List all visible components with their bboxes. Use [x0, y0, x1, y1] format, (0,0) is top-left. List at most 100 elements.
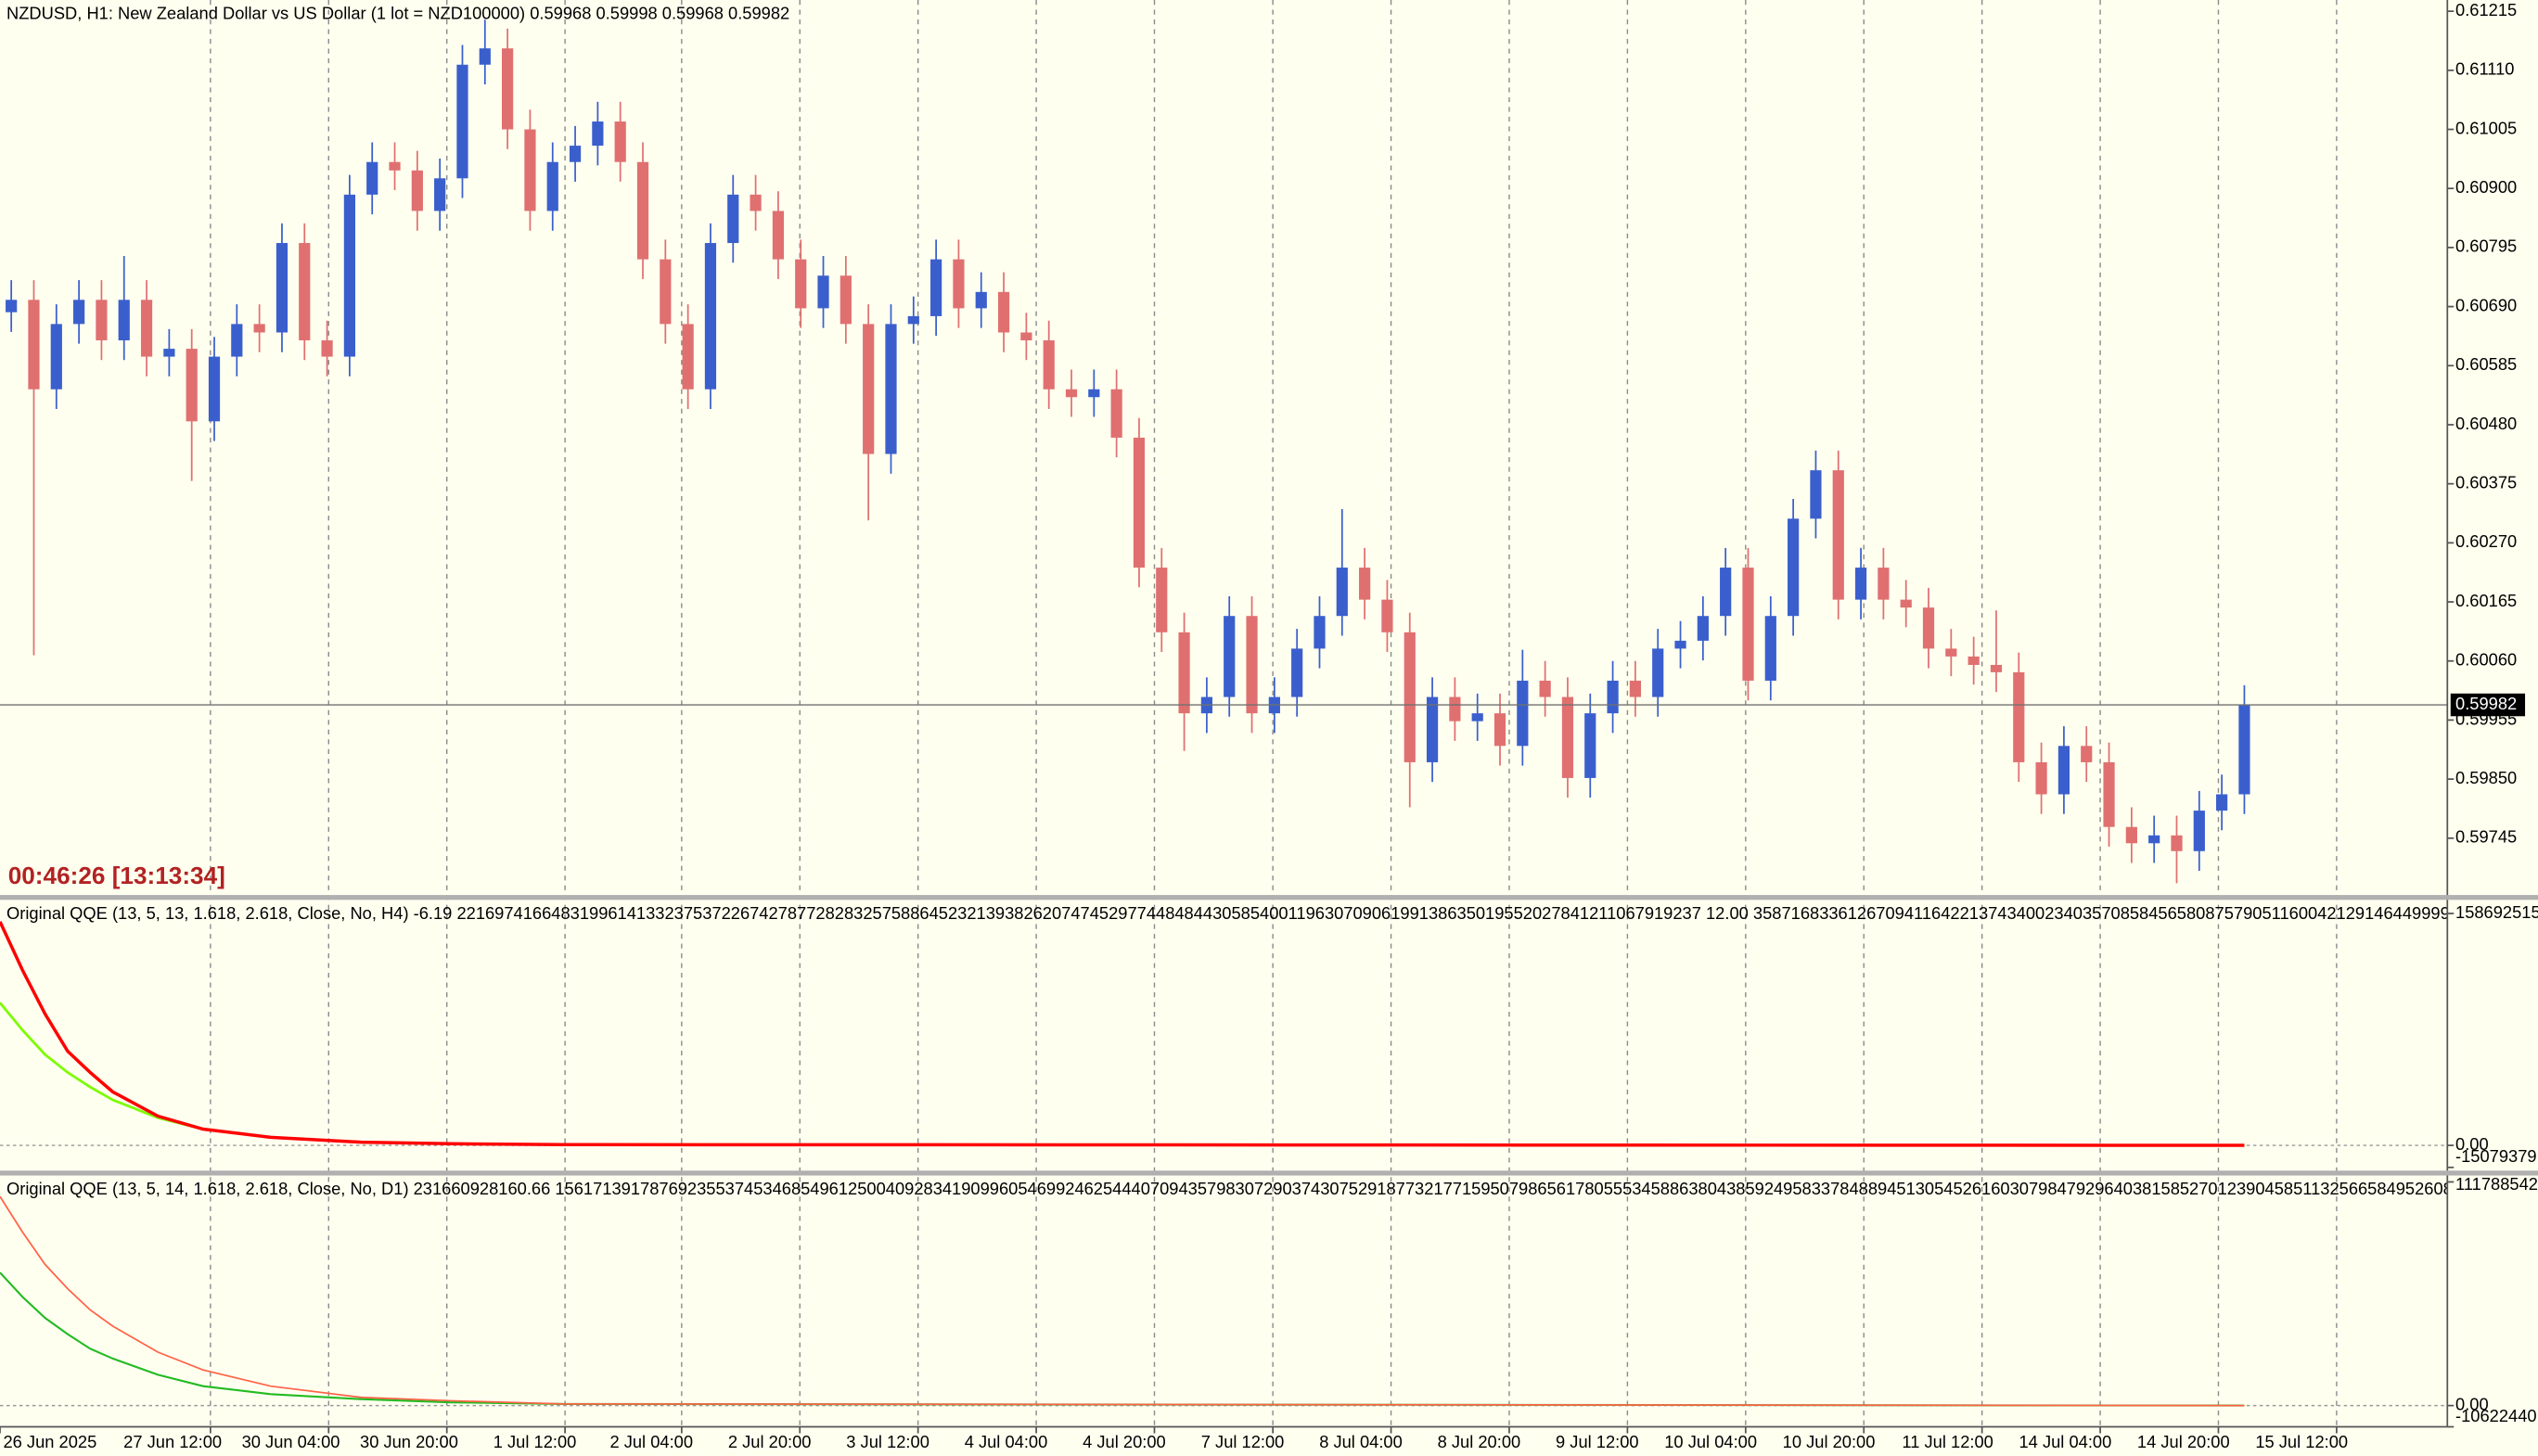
candle-body — [2171, 835, 2183, 851]
candle-body — [1404, 632, 1416, 762]
y-tick-label: 111788542 — [2455, 1174, 2538, 1194]
candle-body — [1990, 664, 2003, 672]
candle-body — [299, 243, 311, 340]
candle-body — [253, 324, 265, 333]
candle-body — [231, 324, 243, 357]
y-tick-label: 0.60060 — [2455, 650, 2517, 670]
pane-separator — [0, 1170, 2538, 1176]
x-tick-label: 30 Jun 20:00 — [360, 1432, 458, 1451]
candle-body — [614, 121, 626, 162]
candle-body — [2035, 761, 2047, 795]
candle-body — [636, 161, 649, 260]
candle-body — [6, 300, 18, 313]
y-tick-label: -10622440 — [2455, 1406, 2537, 1425]
y-tick-label: 158692515 — [2455, 902, 2538, 922]
chart-title: NZDUSD, H1: New Zealand Dollar vs US Dol… — [6, 4, 789, 23]
candle-body — [1922, 607, 1935, 649]
candle-body — [1426, 696, 1439, 762]
candle-body — [343, 194, 356, 357]
candle-body — [163, 349, 175, 357]
candle-body — [840, 275, 852, 325]
y-tick-label: 0.00 — [2455, 1394, 2489, 1413]
candle-body — [1539, 680, 1551, 697]
candle-body — [1854, 568, 1867, 600]
candle-body — [28, 300, 40, 390]
y-tick-label: 0.00 — [2455, 1134, 2489, 1154]
x-tick-label: 9 Jul 12:00 — [1556, 1432, 1639, 1451]
candle-body — [1968, 656, 1980, 665]
candle-body — [2148, 835, 2160, 844]
x-tick-label: 11 Jul 12:00 — [1902, 1432, 1993, 1451]
candle-body — [817, 275, 829, 309]
candle-body — [1224, 616, 1236, 697]
candle-body — [1788, 518, 1800, 617]
x-tick-label: 30 Jun 04:00 — [242, 1432, 340, 1451]
candle-body — [1381, 599, 1393, 632]
x-tick-label: 3 Jul 12:00 — [846, 1432, 929, 1451]
candle-body — [321, 339, 333, 357]
indicator-title: Original QQE (13, 5, 14, 1.618, 2.618, C… — [6, 1179, 2462, 1198]
x-tick-label: 10 Jul 04:00 — [1664, 1432, 1757, 1451]
candle-body — [1065, 389, 1078, 398]
candle-body — [1314, 616, 1326, 649]
candle-body — [660, 259, 672, 325]
y-tick-label: 0.61005 — [2455, 118, 2517, 137]
candle-body — [1449, 696, 1461, 722]
y-tick-label: 0.60690 — [2455, 295, 2517, 314]
candle-body — [1178, 632, 1190, 714]
x-tick-label: 2 Jul 20:00 — [728, 1432, 812, 1451]
candle-body — [96, 300, 108, 340]
candle-body — [1088, 389, 1100, 398]
candle-body — [186, 349, 198, 422]
y-tick-label: 0.60270 — [2455, 531, 2517, 551]
x-tick-label: 14 Jul 20:00 — [2137, 1432, 2230, 1451]
candle-body — [1043, 339, 1055, 390]
candle-body — [682, 324, 694, 390]
y-tick-label: 0.59850 — [2455, 768, 2517, 787]
candle-body — [1359, 568, 1371, 600]
y-tick-label: 0.60585 — [2455, 354, 2517, 374]
candle-body — [366, 161, 378, 195]
candle-body — [1471, 713, 1483, 722]
candle-body — [2057, 746, 2070, 795]
candle-body — [1629, 680, 1642, 697]
candle-body — [479, 48, 491, 65]
candle-body — [1832, 470, 1844, 600]
candle-body — [1246, 616, 1258, 714]
candle-body — [276, 243, 288, 333]
indicator-title: Original QQE (13, 5, 13, 1.618, 2.618, C… — [6, 903, 2468, 923]
candle-body — [2193, 811, 2205, 851]
x-tick-label: 15 Jul 12:00 — [2255, 1432, 2348, 1451]
candle-body — [1720, 568, 1732, 617]
x-tick-label: 26 Jun 2025 — [3, 1432, 96, 1451]
candle-body — [997, 291, 1010, 333]
candle-body — [1697, 616, 1709, 641]
candle-body — [208, 356, 221, 422]
y-tick-label: 0.61110 — [2455, 59, 2514, 79]
candle-body — [1517, 680, 1529, 747]
candle-body — [2103, 761, 2115, 827]
x-tick-label: 4 Jul 20:00 — [1083, 1432, 1166, 1451]
candle-body — [1945, 648, 1957, 657]
countdown-timer: 00:46:26 [13:13:34] — [8, 862, 225, 889]
y-tick-label: 0.60480 — [2455, 414, 2517, 433]
candle-body — [411, 170, 423, 211]
candle-body — [772, 211, 785, 260]
y-tick-label: 0.60165 — [2455, 591, 2517, 610]
candle-body — [1493, 713, 1506, 747]
x-tick-label: 14 Jul 04:00 — [2019, 1432, 2112, 1451]
candle-body — [1674, 640, 1686, 649]
candle-body — [1133, 437, 1146, 568]
candle-body — [2216, 794, 2228, 811]
x-tick-label: 8 Jul 20:00 — [1438, 1432, 1521, 1451]
y-tick-label: -15079379 — [2455, 1146, 2537, 1166]
x-tick-label: 1 Jul 12:00 — [494, 1432, 577, 1451]
candle-body — [569, 146, 582, 162]
candle-body — [1652, 648, 1664, 697]
candle-body — [140, 300, 153, 357]
x-tick-label: 7 Jul 12:00 — [1201, 1432, 1285, 1451]
candle-body — [750, 194, 762, 211]
candle-body — [1561, 696, 1574, 778]
